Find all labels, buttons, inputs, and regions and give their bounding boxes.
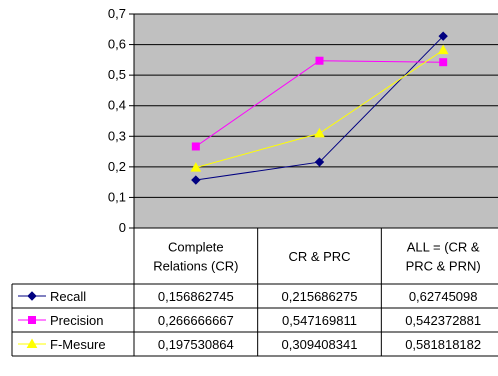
y-tick-label: 0,1 <box>108 189 126 204</box>
x-tick-label: PRC & PRN) <box>406 259 481 274</box>
data-point <box>314 127 325 138</box>
x-tick-label: Complete <box>168 240 224 255</box>
data-label: 0,542372881 <box>405 313 481 328</box>
plot-area <box>133 13 498 229</box>
legend-label: F-Mesure <box>50 337 106 352</box>
y-tick-label: 0,3 <box>108 128 126 143</box>
data-label: 0,215686275 <box>282 289 358 304</box>
data-label: 0,197530864 <box>158 337 234 352</box>
x-tick-label: Relations (CR) <box>153 259 238 274</box>
x-tick-label: ALL = (CR & <box>407 240 480 255</box>
data-point <box>315 56 324 65</box>
legend-marker <box>28 316 36 324</box>
data-point <box>437 44 449 55</box>
x-tick-label: CR & PRC <box>288 249 350 264</box>
data-point <box>191 142 200 151</box>
data-point <box>314 157 325 167</box>
data-point <box>438 31 448 41</box>
y-tick-label: 0,7 <box>108 6 126 21</box>
data-point <box>191 175 201 185</box>
y-tick-label: 0,5 <box>108 67 126 82</box>
y-tick-label: 0,4 <box>108 98 126 113</box>
y-tick-label: 0,2 <box>108 159 126 174</box>
legend-marker <box>26 338 38 348</box>
data-label: 0,156862745 <box>158 289 234 304</box>
data-label: 0,581818182 <box>405 337 481 352</box>
legend-marker <box>27 291 37 301</box>
data-point <box>439 58 448 67</box>
data-label: 0,547169811 <box>282 313 357 328</box>
data-label: 0,266666667 <box>158 313 234 328</box>
data-point <box>190 162 202 172</box>
y-tick-label: 0,6 <box>108 37 126 52</box>
legend-label: Recall <box>50 289 86 304</box>
y-tick-label: 0 <box>119 220 126 235</box>
data-label: 0,62745098 <box>409 289 478 304</box>
legend-label: Precision <box>50 313 103 328</box>
data-label: 0,309408341 <box>282 337 358 352</box>
